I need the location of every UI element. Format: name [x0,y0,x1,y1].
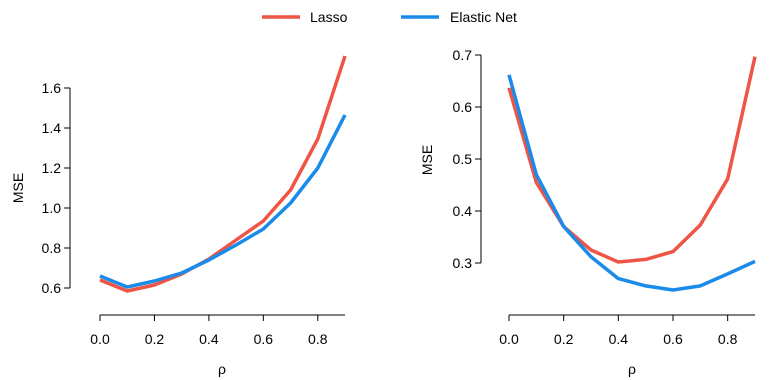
y-axis-label: MSE [419,145,435,175]
chart-panel-left: MSE ρ 0.6 0.8 1.0 1.2 1.4 1.6 0.0 0.2 0.4 0.6 0.8 [10,55,347,377]
chart-panel-right: MSE ρ 0.3 0.4 0.5 0.6 0.7 0.0 0.2 0.4 0.6 0.8 [419,47,757,377]
y-tick-label: 1.4 [42,120,62,136]
x-axis-label: ρ [628,361,636,377]
y-tick-label: 0.7 [453,47,473,63]
x-tick-label: 0.8 [308,331,328,347]
x-tick-label: 0.2 [554,331,574,347]
y-tick-label: 0.3 [453,255,473,271]
y-tick-label: 1.2 [42,160,62,176]
y-tick-label: 1.0 [42,200,62,216]
x-tick-label: 0.4 [199,331,219,347]
x-tick-label: 0.6 [663,331,683,347]
series-line-lasso [99,55,347,293]
y-tick-label: 1.6 [42,80,62,96]
y-tick-label: 0.8 [42,240,62,256]
y-ticks: 0.6 0.8 1.0 1.2 1.4 1.6 [42,80,70,296]
x-ticks: 0.0 0.2 0.4 0.6 0.8 [90,315,328,347]
series-line-elastic-net [99,114,347,289]
series-line-lasso [507,56,757,264]
x-tick-label: 0.6 [254,331,274,347]
y-tick-label: 0.5 [453,151,473,167]
x-tick-label: 0.0 [499,331,519,347]
x-tick-label: 0.8 [718,331,738,347]
x-tick-label: 0.0 [90,331,110,347]
legend-label-elastic-net: Elastic Net [450,9,517,25]
series-group [99,55,347,293]
y-tick-label: 0.6 [453,99,473,115]
x-ticks: 0.0 0.2 0.4 0.6 0.8 [499,315,738,347]
y-tick-label: 0.6 [42,280,62,296]
y-axis-label: MSE [10,173,26,203]
x-tick-label: 0.2 [145,331,165,347]
y-tick-label: 0.4 [453,203,473,219]
y-ticks: 0.3 0.4 0.5 0.6 0.7 [453,47,481,271]
legend-label-lasso: Lasso [310,9,348,25]
x-tick-label: 0.4 [609,331,629,347]
x-axis-label: ρ [218,361,226,377]
legend: Lasso Elastic Net [262,9,517,25]
series-line-elastic-net [507,74,756,292]
series-group [507,56,757,292]
